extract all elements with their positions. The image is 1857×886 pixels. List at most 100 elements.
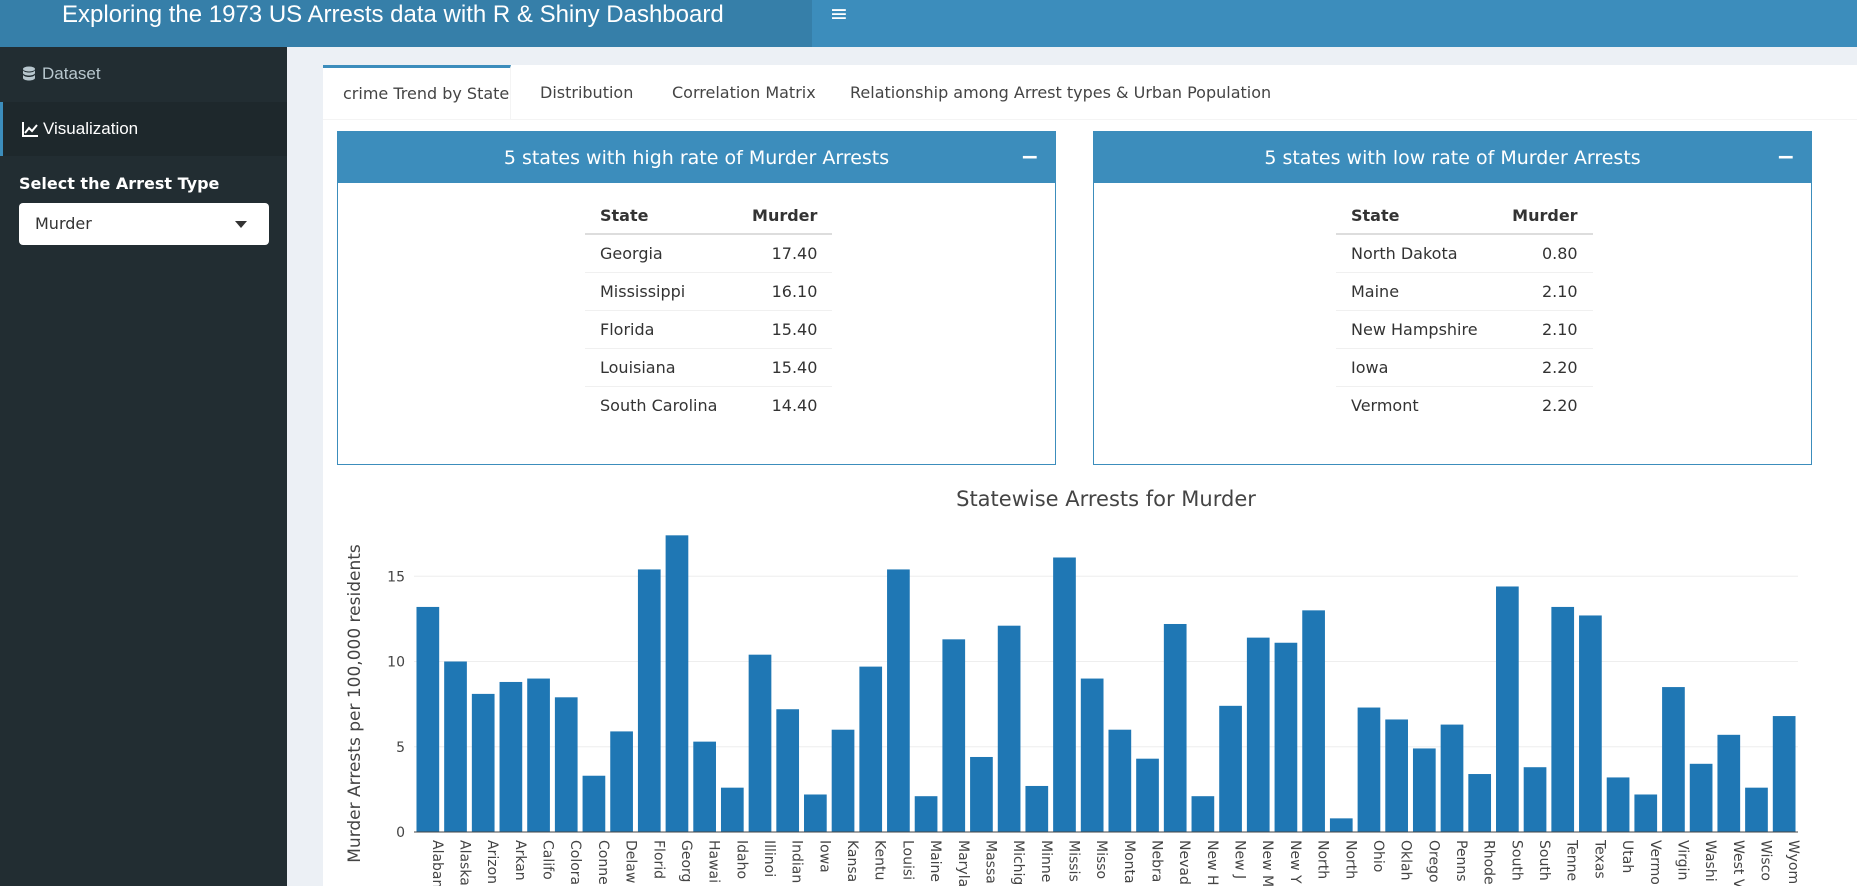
value-cell: 0.80 <box>1492 234 1593 273</box>
bar-vermont <box>1634 794 1658 832</box>
bar-hawaii <box>693 741 716 832</box>
x-tick-label: Washi <box>1702 840 1718 882</box>
value-cell: 2.10 <box>1492 272 1593 311</box>
value-cell: 15.40 <box>732 348 833 387</box>
x-tick-label: Louisi <box>899 840 915 880</box>
x-tick-label: Vermo <box>1647 840 1663 885</box>
state-cell: New Hampshire <box>1336 310 1493 349</box>
value-cell: 2.10 <box>1492 310 1593 349</box>
x-tick-label: Georg <box>678 840 694 882</box>
x-tick-label: Indian <box>789 840 805 883</box>
state-cell: Mississippi <box>585 272 733 311</box>
tab-correlation-matrix[interactable]: Correlation Matrix <box>672 83 816 102</box>
tab-relationship[interactable]: Relationship among Arrest types & Urban … <box>850 83 1272 102</box>
x-tick-label: Orego <box>1425 840 1441 883</box>
x-tick-label: Idaho <box>733 840 749 879</box>
sidebar-item-dataset[interactable]: Dataset <box>0 47 287 101</box>
state-cell: Georgia <box>585 234 733 273</box>
box-title: 5 states with high rate of Murder Arrest… <box>503 147 890 169</box>
sidebar-item-label: Dataset <box>42 64 101 83</box>
state-cell: Vermont <box>1351 396 1419 415</box>
value-cell: 2.20 <box>1541 396 1578 415</box>
y-tick-label: 15 <box>387 569 405 585</box>
x-tick-label: Illinoi <box>761 840 777 877</box>
state-cell: Iowa <box>1336 348 1493 387</box>
bar-new-mexico <box>1246 637 1270 832</box>
table-row: Maine 2.10 <box>1336 272 1593 311</box>
x-tick-label: Califo <box>540 840 556 880</box>
x-tick-label: Ohio <box>1370 840 1386 872</box>
collapse-icon[interactable]: − <box>1776 145 1795 170</box>
x-tick-label: Maryla <box>955 840 971 886</box>
low-rate-table: State Murder North Dakota 0.80 Maine 2.10 … <box>1336 197 1593 424</box>
top-header: Exploring the 1973 US Arrests data with … <box>0 0 1857 47</box>
arrest-type-label: Select the Arrest Type <box>19 174 220 193</box>
x-tick-label: Wyom <box>1785 840 1801 884</box>
bar-michigan <box>997 625 1021 832</box>
bar-washington <box>1689 763 1713 832</box>
bar-oklahoma <box>1385 719 1408 832</box>
state-cell: Florida <box>585 310 733 349</box>
bar-new-hampshire <box>1191 796 1215 832</box>
table-row: Florida 15.40 <box>585 310 833 349</box>
bar-illinois <box>748 654 772 832</box>
x-tick-label: Alaban <box>429 840 445 886</box>
x-tick-label: Minne <box>1038 840 1054 882</box>
app-title[interactable]: Exploring the 1973 US Arrests data with … <box>0 0 812 47</box>
hamburger-icon[interactable]: ≡ <box>829 2 849 27</box>
bar-maryland <box>942 639 966 832</box>
value-cell: 15.40 <box>732 310 833 349</box>
x-tick-label: South <box>1508 840 1524 881</box>
bar-virginia <box>1662 687 1685 832</box>
bar-wisconsin <box>1745 787 1768 832</box>
tab-bar: crime Trend by State Distribution Correl… <box>323 65 1857 120</box>
tab-distribution[interactable]: Distribution <box>540 83 634 102</box>
database-icon <box>20 65 38 83</box>
bar-alaska <box>444 661 467 832</box>
x-tick-label: Kansa <box>844 840 860 882</box>
value-cell: 2.20 <box>1492 348 1593 387</box>
murder-bar-chart: Statewise Arrests for Murder Murder Arres… <box>345 487 1801 886</box>
tab-crime-trend[interactable]: crime Trend by State <box>323 65 511 119</box>
bar-minnesota <box>1025 785 1049 832</box>
bar-nebraska <box>1136 758 1159 832</box>
bar-georgia <box>665 535 689 832</box>
x-tick-label: Michig <box>1010 840 1026 885</box>
x-tick-label: Rhode <box>1481 840 1497 885</box>
x-tick-label: Utah <box>1619 840 1635 873</box>
bar-tennessee <box>1551 606 1575 832</box>
y-tick-label: 10 <box>387 655 405 671</box>
sidebar: Dataset Visualization Select the Arrest … <box>0 47 287 886</box>
table-row: Georgia 17.40 <box>585 234 833 273</box>
box-title: 5 states with low rate of Murder Arrests <box>1264 147 1641 169</box>
x-tick-label: Tenne <box>1564 839 1580 881</box>
table-row: Iowa 2.20 <box>1336 348 1593 387</box>
state-cell: North Dakota <box>1336 234 1493 273</box>
bar-connecticut <box>582 775 606 832</box>
y-tick-label: 0 <box>396 825 405 841</box>
x-tick-label: Missis <box>1065 840 1081 882</box>
table-row: Mississippi 16.10 <box>585 272 833 311</box>
x-tick-label: Arizon <box>484 840 500 884</box>
column-header: State <box>1336 197 1493 235</box>
sidebar-item-visualization[interactable]: Visualization <box>0 102 287 156</box>
bar-idaho <box>720 787 744 832</box>
collapse-icon[interactable]: − <box>1020 145 1039 170</box>
x-tick-label: Hawai <box>706 840 722 883</box>
x-tick-label: South <box>1536 840 1552 881</box>
x-tick-label: Florid <box>650 840 666 879</box>
column-header: State <box>585 197 733 235</box>
bar-wyoming <box>1772 716 1796 832</box>
bar-louisiana <box>887 569 910 832</box>
arrest-type-select[interactable]: Murder <box>19 203 269 245</box>
bar-utah <box>1606 777 1630 832</box>
x-tick-label: Nevad <box>1176 840 1192 885</box>
bar-pennsylvania <box>1440 724 1464 832</box>
table-row: New Hampshire 2.10 <box>1336 310 1593 349</box>
low-rate-box: 5 states with low rate of Murder Arrests… <box>1093 131 1812 465</box>
bar-massachusetts <box>970 756 993 832</box>
bar-iowa <box>804 794 827 832</box>
x-tick-label: Texas <box>1591 839 1607 879</box>
bar-arkansas <box>499 681 523 832</box>
box-header: 5 states with high rate of Murder Arrest… <box>338 132 1055 183</box>
